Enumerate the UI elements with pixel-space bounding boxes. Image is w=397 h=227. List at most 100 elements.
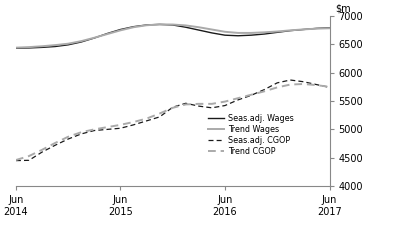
Seas.adj. CGOP: [327, 86, 332, 89]
Trend Wages: [197, 26, 201, 29]
Seas.adj. CGOP: [262, 88, 266, 91]
Seas.adj. Wages: [197, 29, 201, 32]
Seas.adj. CGOP: [314, 83, 319, 86]
Trend Wages: [210, 28, 214, 31]
Trend Wages: [131, 26, 136, 29]
Seas.adj. Wages: [223, 34, 227, 37]
Seas.adj. Wages: [144, 24, 149, 26]
Trend Wages: [79, 40, 84, 42]
Trend CGOP: [262, 90, 266, 93]
Seas.adj. Wages: [314, 27, 319, 30]
Trend CGOP: [249, 94, 253, 96]
Seas.adj. CGOP: [288, 79, 293, 81]
Seas.adj. Wages: [27, 47, 31, 49]
Seas.adj. Wages: [131, 25, 136, 28]
Trend Wages: [223, 30, 227, 33]
Trend CGOP: [327, 86, 332, 88]
Trend Wages: [288, 29, 293, 32]
Seas.adj. CGOP: [210, 106, 214, 109]
Seas.adj. Wages: [301, 28, 306, 31]
Trend CGOP: [27, 155, 31, 158]
Trend CGOP: [288, 83, 293, 86]
Line: Trend CGOP: Trend CGOP: [16, 84, 330, 160]
Trend Wages: [105, 33, 110, 35]
Seas.adj. CGOP: [223, 104, 227, 107]
Seas.adj. CGOP: [131, 123, 136, 126]
Seas.adj. CGOP: [40, 151, 44, 153]
Seas.adj. Wages: [40, 46, 44, 49]
Seas.adj. CGOP: [92, 129, 97, 132]
Trend CGOP: [223, 100, 227, 103]
Trend CGOP: [210, 103, 214, 105]
Trend Wages: [301, 28, 306, 31]
Seas.adj. Wages: [236, 34, 241, 37]
Line: Seas.adj. CGOP: Seas.adj. CGOP: [16, 80, 330, 161]
Line: Seas.adj. Wages: Seas.adj. Wages: [16, 25, 330, 48]
Trend Wages: [314, 27, 319, 30]
Trend Wages: [92, 36, 97, 39]
Trend CGOP: [170, 106, 175, 109]
Trend CGOP: [105, 126, 110, 128]
Seas.adj. CGOP: [157, 116, 162, 118]
Seas.adj. Wages: [249, 34, 253, 37]
Seas.adj. CGOP: [249, 94, 253, 97]
Trend Wages: [262, 31, 266, 34]
Seas.adj. Wages: [183, 26, 188, 29]
Seas.adj. Wages: [105, 32, 110, 35]
Line: Trend Wages: Trend Wages: [16, 25, 330, 48]
Trend CGOP: [53, 142, 58, 144]
Seas.adj. Wages: [92, 37, 97, 39]
Seas.adj. Wages: [79, 41, 84, 43]
Trend Wages: [236, 32, 241, 34]
Seas.adj. Wages: [66, 44, 71, 46]
Seas.adj. CGOP: [79, 133, 84, 135]
Trend CGOP: [66, 135, 71, 138]
Trend CGOP: [301, 83, 306, 85]
Trend Wages: [13, 46, 18, 49]
Trend Wages: [327, 27, 332, 30]
Seas.adj. CGOP: [183, 102, 188, 105]
Seas.adj. Wages: [53, 45, 58, 48]
Seas.adj. CGOP: [301, 80, 306, 83]
Legend: Seas.adj. Wages, Trend Wages, Seas.adj. CGOP, Trend CGOP: Seas.adj. Wages, Trend Wages, Seas.adj. …: [208, 114, 294, 156]
Trend Wages: [27, 46, 31, 49]
Trend CGOP: [183, 103, 188, 106]
Seas.adj. CGOP: [118, 127, 123, 130]
Trend Wages: [40, 45, 44, 48]
Seas.adj. CGOP: [144, 119, 149, 122]
Seas.adj. CGOP: [13, 159, 18, 162]
Text: $m: $m: [335, 3, 351, 13]
Trend Wages: [249, 32, 253, 34]
Trend Wages: [183, 24, 188, 27]
Seas.adj. CGOP: [197, 105, 201, 107]
Trend Wages: [66, 42, 71, 45]
Trend CGOP: [118, 123, 123, 126]
Seas.adj. CGOP: [66, 138, 71, 140]
Trend CGOP: [157, 112, 162, 115]
Seas.adj. Wages: [157, 23, 162, 26]
Seas.adj. Wages: [288, 29, 293, 32]
Seas.adj. Wages: [170, 24, 175, 26]
Trend Wages: [144, 24, 149, 27]
Seas.adj. Wages: [13, 47, 18, 50]
Trend Wages: [275, 30, 279, 33]
Trend CGOP: [197, 103, 201, 105]
Seas.adj. Wages: [262, 33, 266, 35]
Seas.adj. Wages: [275, 31, 279, 34]
Seas.adj. CGOP: [275, 81, 279, 84]
Trend CGOP: [236, 97, 241, 99]
Trend CGOP: [92, 128, 97, 131]
Seas.adj. CGOP: [53, 144, 58, 147]
Seas.adj. Wages: [327, 26, 332, 29]
Trend CGOP: [314, 84, 319, 86]
Seas.adj. CGOP: [236, 99, 241, 101]
Trend CGOP: [144, 117, 149, 120]
Trend Wages: [157, 23, 162, 26]
Trend CGOP: [275, 86, 279, 89]
Trend CGOP: [131, 121, 136, 123]
Seas.adj. Wages: [210, 32, 214, 34]
Trend CGOP: [79, 131, 84, 133]
Trend Wages: [118, 29, 123, 32]
Trend Wages: [170, 23, 175, 26]
Trend CGOP: [13, 159, 18, 161]
